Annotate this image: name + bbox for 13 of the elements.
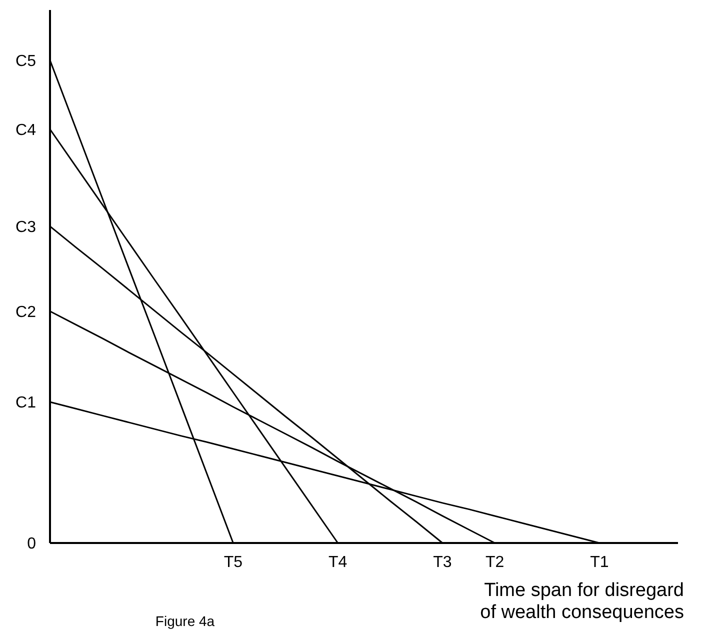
- series-label: C3: [16, 218, 36, 236]
- x-tick-label: T4: [328, 554, 348, 571]
- x-axis-title: Time span for disregard of wealth consequences: [480, 580, 684, 623]
- x-tick-label: T2: [485, 554, 504, 571]
- text: 0: [27, 536, 36, 553]
- series-label: C5: [16, 52, 36, 70]
- series-label: C1: [16, 394, 36, 412]
- x-tick-label: T1: [590, 554, 609, 571]
- series-label: C2: [16, 304, 36, 321]
- caption: Figure 4a: [155, 613, 215, 629]
- x-tick-label: T5: [224, 554, 243, 571]
- series-label: C4: [16, 122, 36, 139]
- x-tick-label: T3: [433, 554, 452, 571]
